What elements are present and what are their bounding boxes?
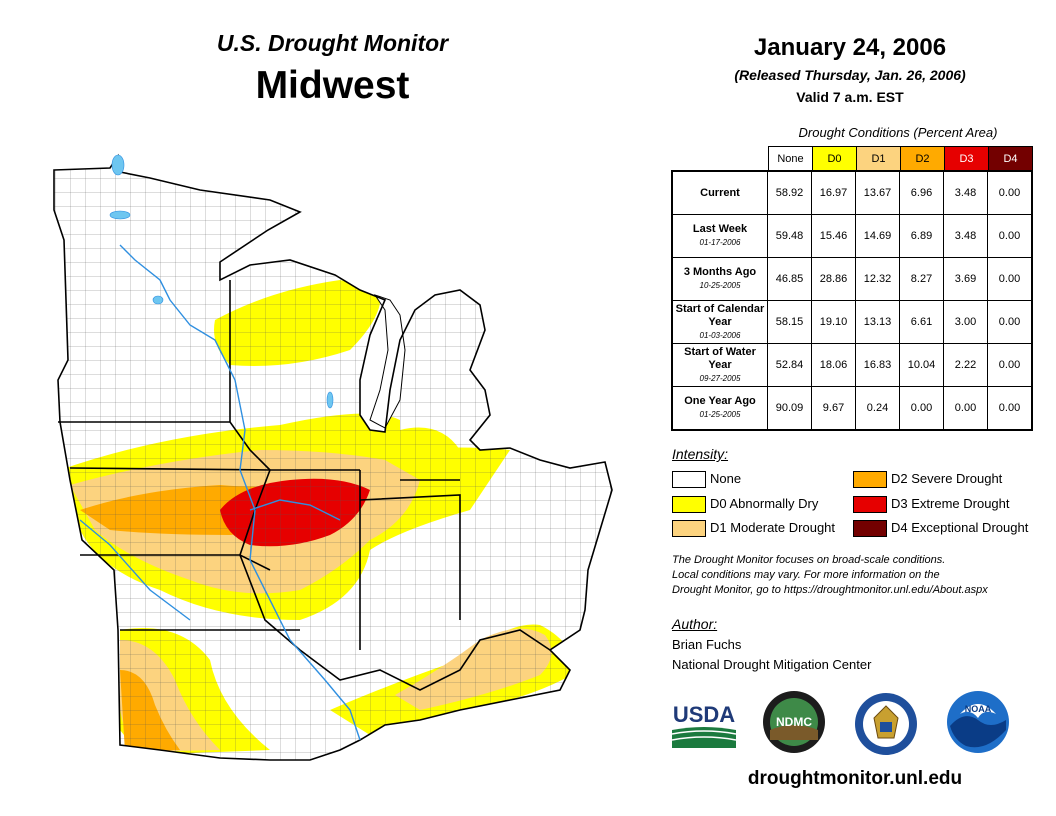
ndmc-logo-text: NDMC [776, 715, 812, 729]
stats-cell: 0.00 [943, 386, 988, 431]
col-d2: D2 [900, 146, 945, 172]
stats-cell: 0.00 [987, 343, 1033, 387]
row-date: 09-27-2005 [699, 373, 741, 383]
stats-cell: 0.00 [987, 170, 1033, 215]
stats-cell: 0.00 [987, 386, 1033, 431]
stats-cell: 0.00 [987, 214, 1033, 258]
stats-cell: 13.13 [855, 300, 900, 344]
stats-cell: 0.00 [899, 386, 944, 431]
stats-row: Last Week 01-17-2006 59.48 15.46 14.69 6.89 3.… [671, 214, 1033, 258]
legend-swatch [853, 520, 887, 537]
legend-swatch [853, 496, 887, 513]
col-d0: D0 [812, 146, 857, 172]
stats-cell: 16.97 [811, 170, 856, 215]
stats-row: Current 58.92 16.97 13.67 6.96 3.48 0.00 [671, 170, 1033, 215]
stats-cell: 52.84 [767, 343, 812, 387]
stats-row: 3 Months Ago 10-25-2005 46.85 28.86 12.32 8.2… [671, 257, 1033, 301]
col-d4: D4 [988, 146, 1033, 172]
stats-cell: 59.48 [767, 214, 812, 258]
drought-map [53, 153, 613, 761]
row-label: Start of Calendar Year 01-03-2006 [671, 300, 768, 344]
legend-label: None [710, 471, 742, 486]
commerce-seal [855, 693, 917, 755]
stats-cell: 6.89 [899, 214, 944, 258]
author-org: National Drought Mitigation Center [672, 657, 872, 672]
legend-label: D4 Exceptional Drought [891, 520, 1029, 535]
table-header: None D0 D1 D2 D3 D4 [768, 146, 1033, 172]
stats-row: One Year Ago 01-25-2005 90.09 9.67 0.24 0.00 0… [671, 386, 1033, 431]
row-label: 3 Months Ago 10-25-2005 [671, 257, 768, 301]
release-date: (Released Thursday, Jan. 26, 2006) [734, 67, 966, 83]
stats-row: Start of Water Year 09-27-2005 52.84 18.06 1… [671, 343, 1033, 387]
stats-row: Start of Calendar Year 01-03-2006 58.15 19.… [671, 300, 1033, 344]
stats-cell: 0.00 [987, 300, 1033, 344]
stats-cell: 0.00 [987, 257, 1033, 301]
usda-logo: USDA [672, 702, 736, 748]
col-d1: D1 [856, 146, 901, 172]
author-title: Author: [672, 616, 718, 632]
row-label: One Year Ago 01-25-2005 [671, 386, 768, 431]
stats-cell: 0.24 [855, 386, 900, 431]
stats-cell: 46.85 [767, 257, 812, 301]
map-title: U.S. Drought Monitor [216, 30, 449, 56]
stats-cell: 2.22 [943, 343, 988, 387]
noaa-logo-text: NOAA [965, 704, 992, 714]
usda-logo-text: USDA [673, 702, 735, 727]
row-date: 01-25-2005 [699, 410, 741, 419]
stats-cell: 3.48 [943, 170, 988, 215]
noaa-logo: NOAA [947, 691, 1009, 753]
stats-cell: 90.09 [767, 386, 812, 431]
note-line-3: Drought Monitor, go to https://droughtmo… [672, 584, 988, 596]
note-line-2: Local conditions may vary. For more info… [672, 569, 940, 581]
row-label: Last Week 01-17-2006 [671, 214, 768, 258]
col-d3: D3 [944, 146, 989, 172]
note-line-1: The Drought Monitor focuses on broad-sca… [672, 554, 946, 566]
table-caption: Drought Conditions (Percent Area) [798, 125, 998, 140]
stats-cell: 14.69 [855, 214, 900, 258]
stats-cell: 3.48 [943, 214, 988, 258]
legend-label: D2 Severe Drought [891, 471, 1003, 486]
author-name: Brian Fuchs [672, 637, 742, 652]
row-date: 01-03-2006 [699, 330, 741, 340]
row-label: Start of Water Year 09-27-2005 [671, 343, 768, 387]
website-link[interactable]: droughtmonitor.unl.edu [747, 768, 963, 789]
stats-cell: 15.46 [811, 214, 856, 258]
legend-swatch [672, 520, 706, 537]
legend-label: D1 Moderate Drought [710, 520, 836, 535]
stats-cell: 28.86 [811, 257, 856, 301]
stats-cell: 9.67 [811, 386, 856, 431]
stats-cell: 12.32 [855, 257, 900, 301]
col-none: None [768, 146, 813, 172]
map-date: January 24, 2006 [753, 34, 947, 61]
intensity-title: Intensity: [672, 446, 729, 462]
stats-cell: 8.27 [899, 257, 944, 301]
row-date: 01-17-2006 [699, 238, 741, 247]
stats-cell: 3.69 [943, 257, 988, 301]
legend-swatch [853, 471, 887, 488]
stats-cell: 18.06 [811, 343, 856, 387]
legend-swatch [672, 471, 706, 488]
valid-time: Valid 7 a.m. EST [796, 89, 904, 105]
stats-cell: 3.00 [943, 300, 988, 344]
stats-cell: 13.67 [855, 170, 900, 215]
legend-label: D0 Abnormally Dry [710, 496, 819, 511]
monitor-note: The Drought Monitor focuses on broad-sca… [672, 553, 1042, 598]
row-date: 10-25-2005 [699, 281, 741, 290]
row-label: Current [671, 170, 768, 215]
drought-stats-table: Current 58.92 16.97 13.67 6.96 3.48 0.00 Last W… [671, 170, 1033, 431]
legend-label: D3 Extreme Drought [891, 496, 1010, 511]
stats-cell: 6.61 [899, 300, 944, 344]
region-title: Midwest [255, 64, 410, 107]
stats-cell: 58.15 [767, 300, 812, 344]
stats-cell: 10.04 [899, 343, 944, 387]
stats-cell: 19.10 [811, 300, 856, 344]
legend-swatch [672, 496, 706, 513]
stats-cell: 16.83 [855, 343, 900, 387]
stats-cell: 58.92 [767, 170, 812, 215]
ndmc-logo: NDMC [763, 691, 825, 753]
stats-cell: 6.96 [899, 170, 944, 215]
